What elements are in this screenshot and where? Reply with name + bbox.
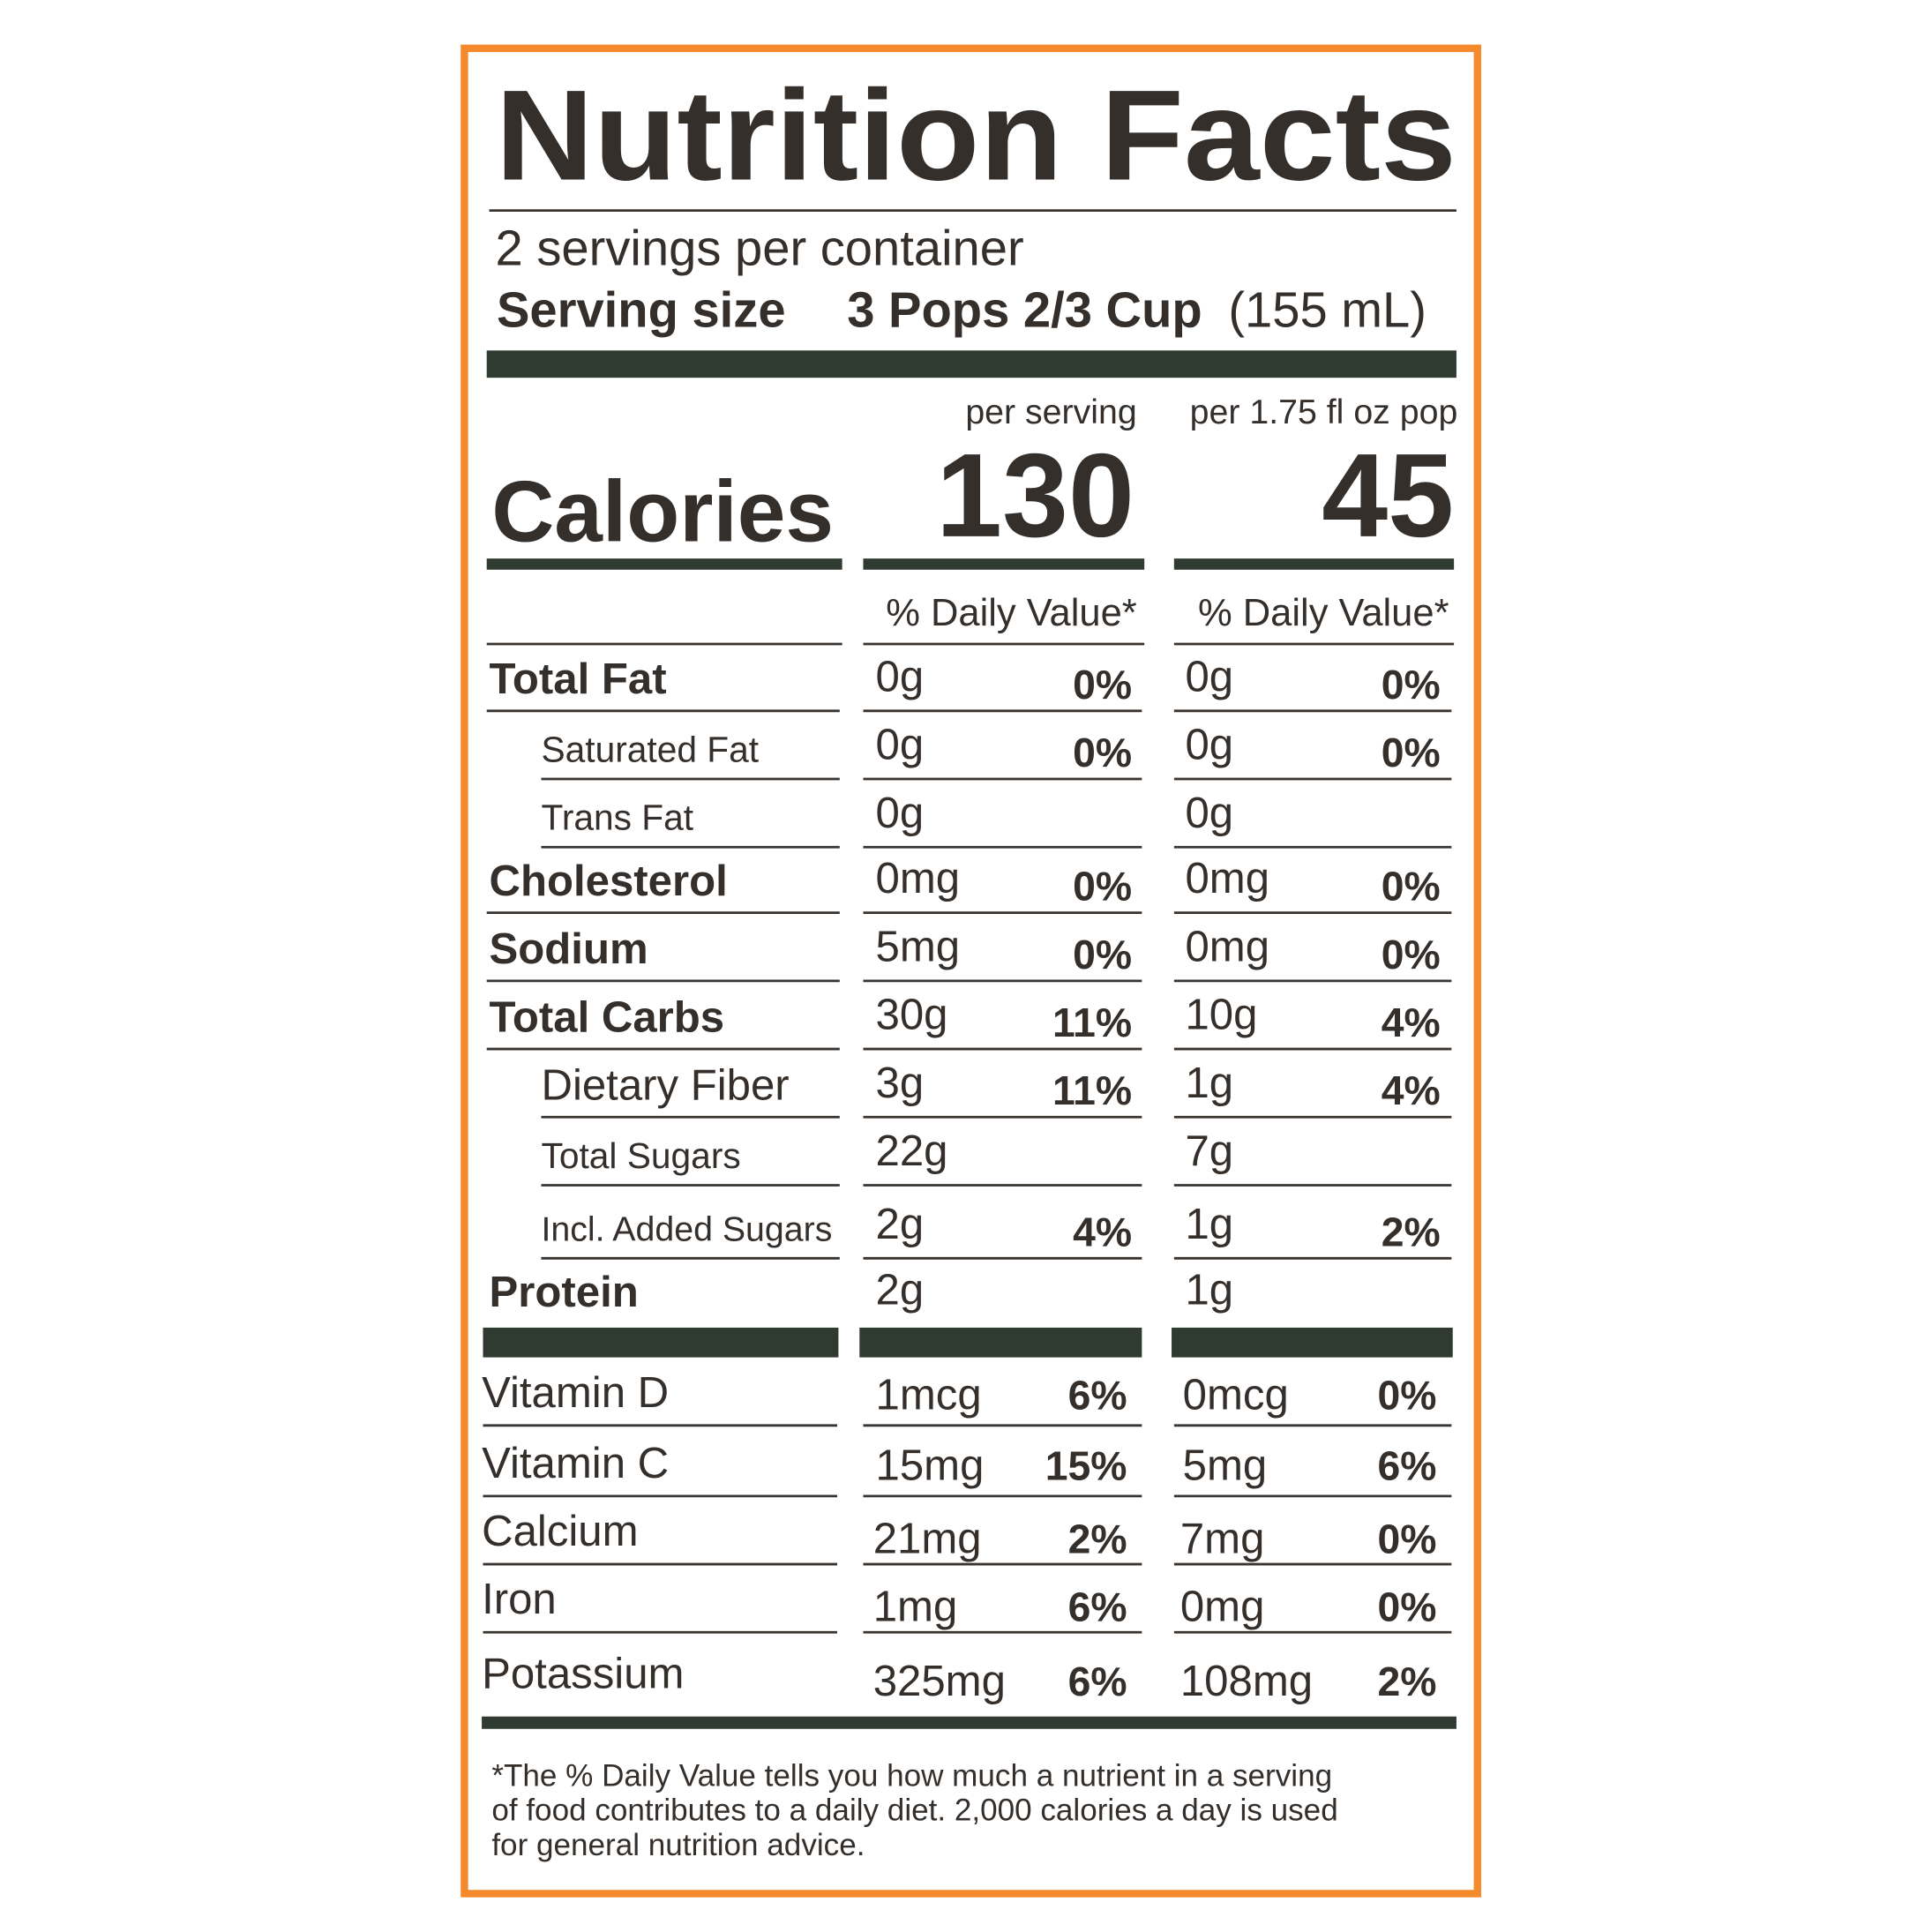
- amount: 0mg: [1185, 923, 1269, 970]
- amount: 0mcg: [1183, 1372, 1289, 1419]
- daily-value: 11%: [1052, 1000, 1132, 1045]
- amount: 3g: [876, 1060, 925, 1107]
- amount: 2g: [876, 1266, 925, 1314]
- amount: 21mg: [873, 1515, 982, 1562]
- nutrient-name: Dietary Fiber: [541, 1062, 789, 1110]
- vitamin-name: Vitamin C: [482, 1440, 669, 1487]
- amount: 0g: [1185, 653, 1233, 700]
- amount: 1g: [1185, 1201, 1233, 1248]
- amount: 1g: [1185, 1266, 1233, 1314]
- amount: 0mg: [1180, 1584, 1265, 1631]
- nutrient-name: Protein: [490, 1269, 639, 1316]
- amount: 15mg: [876, 1442, 985, 1490]
- dv-header: % Daily Value*: [886, 592, 1137, 634]
- thick-bar: [483, 1327, 839, 1358]
- amount: 7mg: [1180, 1515, 1265, 1562]
- dv-header: % Daily Value*: [1198, 592, 1449, 634]
- daily-value: 2%: [1068, 1516, 1127, 1561]
- amount: 5mg: [1183, 1442, 1268, 1490]
- nutrient-name: Incl. Added Sugars: [541, 1210, 832, 1249]
- daily-value: 2%: [1378, 1659, 1437, 1704]
- amount: 2g: [876, 1201, 925, 1248]
- column-header: per 1.75 fl oz pop: [1190, 393, 1458, 431]
- nutrient-name: Cholesterol: [490, 857, 728, 905]
- amount: 0g: [876, 722, 925, 769]
- calories-label: Calories: [491, 462, 834, 559]
- amount: 7g: [1185, 1127, 1233, 1175]
- column-header: per serving: [965, 393, 1136, 431]
- daily-value: 0%: [1382, 932, 1441, 977]
- amount: 10g: [1185, 992, 1257, 1039]
- nutrient-name: Total Sugars: [541, 1135, 740, 1176]
- vitamin-name: Potassium: [482, 1650, 684, 1697]
- amount: 0g: [1185, 790, 1233, 837]
- footnote: for general nutrition advice.: [491, 1828, 865, 1862]
- bar: [863, 558, 1145, 570]
- amount: 0g: [876, 653, 925, 700]
- footnote: *The % Daily Value tells you how much a …: [491, 1758, 1332, 1793]
- daily-value: 0%: [1382, 730, 1441, 775]
- amount: 1mg: [873, 1584, 958, 1631]
- daily-value: 6%: [1068, 1659, 1127, 1704]
- amount: 325mg: [873, 1658, 1006, 1705]
- servings: 2 servings per container: [496, 220, 1024, 275]
- footnote: of food contributes to a daily diet. 2,0…: [491, 1793, 1337, 1828]
- nutrient-name: Total Carbs: [490, 993, 725, 1041]
- daily-value: 2%: [1382, 1209, 1441, 1254]
- nutrient-name: Total Fat: [490, 655, 667, 703]
- amount: 1g: [1185, 1060, 1233, 1107]
- nutrient-name: Trans Fat: [541, 798, 693, 838]
- calories-value: 130: [936, 429, 1134, 562]
- daily-value: 15%: [1045, 1443, 1127, 1489]
- bar: [1173, 558, 1455, 570]
- amount: 108mg: [1180, 1658, 1313, 1705]
- amount: 0mg: [1185, 855, 1269, 902]
- serving-size: Serving size 3 Pops 2/3 Cup (155 mL): [497, 282, 1427, 338]
- nutrient-name: Sodium: [490, 925, 648, 973]
- thick-bar: [486, 350, 1456, 378]
- daily-value: 11%: [1052, 1067, 1132, 1113]
- thick-bar: [859, 1327, 1142, 1358]
- daily-value: 0%: [1073, 932, 1132, 977]
- daily-value: 6%: [1378, 1443, 1437, 1489]
- bar: [486, 558, 842, 570]
- vitamin-name: Iron: [482, 1576, 557, 1623]
- daily-value: 0%: [1382, 662, 1441, 708]
- amount: 0g: [876, 790, 925, 837]
- daily-value: 0%: [1073, 730, 1132, 775]
- daily-value: 4%: [1073, 1209, 1132, 1254]
- daily-value: 0%: [1073, 662, 1132, 708]
- serving-size-value: 3 Pops 2/3 Cup: [847, 282, 1202, 338]
- vitamin-name: Vitamin D: [482, 1369, 669, 1417]
- serving-size-label: Serving size: [497, 282, 786, 338]
- thick-bar: [482, 1716, 1456, 1729]
- daily-value: 4%: [1382, 1000, 1441, 1045]
- daily-value: 0%: [1073, 864, 1132, 910]
- vitamin-name: Calcium: [482, 1508, 638, 1555]
- amount: 0g: [1185, 722, 1233, 769]
- amount: 0mg: [876, 855, 961, 902]
- daily-value: 0%: [1378, 1516, 1437, 1561]
- serving-size-metric: (155 mL): [1228, 282, 1427, 338]
- thick-bar: [1172, 1327, 1453, 1358]
- daily-value: 0%: [1382, 864, 1441, 910]
- daily-value: 0%: [1378, 1373, 1437, 1419]
- daily-value: 4%: [1382, 1067, 1441, 1113]
- nutrient-name: Saturated Fat: [541, 729, 759, 769]
- title: Nutrition Facts: [496, 64, 1456, 207]
- amount: 1mcg: [876, 1372, 982, 1419]
- amount: 5mg: [876, 923, 961, 970]
- amount: 30g: [876, 992, 948, 1039]
- calorie-bars: [486, 558, 1455, 570]
- daily-value: 6%: [1068, 1373, 1127, 1419]
- calories-value: 45: [1322, 429, 1454, 562]
- amount: 22g: [876, 1127, 948, 1175]
- daily-value: 6%: [1068, 1584, 1127, 1630]
- daily-value: 0%: [1378, 1584, 1437, 1630]
